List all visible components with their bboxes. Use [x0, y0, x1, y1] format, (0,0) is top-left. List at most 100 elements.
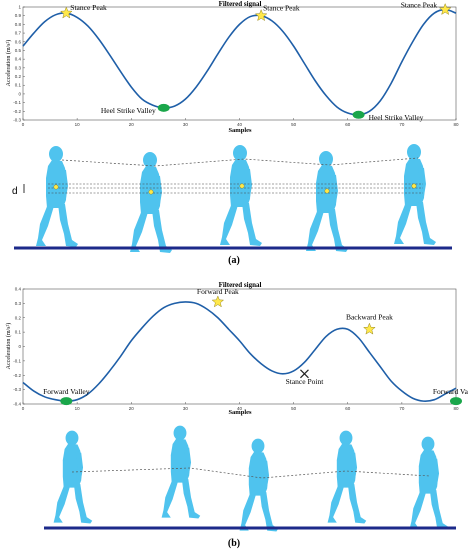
chart-b-ylabel: Acceleration (m/s²)	[5, 323, 12, 370]
y-tick-label: 0.5	[15, 48, 22, 53]
peak-star-marker	[438, 2, 452, 16]
x-tick-label: 60	[345, 406, 351, 411]
caption-b: (b)	[228, 538, 240, 549]
peak-star-marker	[211, 295, 225, 308]
hip-marker	[411, 183, 417, 189]
d-label: d	[12, 186, 18, 197]
y-tick-label: 0.9	[15, 13, 22, 18]
x-tick-label: 60	[345, 122, 351, 127]
chart-a-title: Filtered signal	[219, 0, 262, 8]
walker-figure	[327, 430, 367, 524]
y-tick-label: 0.1	[15, 83, 22, 88]
x-tick-label: 10	[75, 406, 81, 411]
hip-marker	[324, 188, 330, 194]
y-tick-label: -0.2	[13, 109, 21, 114]
annotation-label: Stance Peak	[70, 3, 107, 12]
annotation-label: Forward Peak	[197, 287, 239, 296]
walker-figure	[306, 151, 348, 252]
chart-a: Filtered signal Samples Acceleration (m/…	[5, 0, 459, 134]
chart-b-y-ticks: -0.4 -0.3 -0.2 -0.1 0 0.1 0.2 0.3 0.4	[13, 287, 25, 407]
chart-b-xlabel: Samples	[228, 409, 252, 416]
walker-figure	[394, 144, 436, 245]
peak-star-marker	[59, 6, 73, 19]
hip-marker	[148, 189, 154, 195]
y-tick-label: 0.4	[15, 287, 22, 292]
walking-sequence-a: d (a)	[12, 144, 452, 266]
valley-marker	[60, 397, 73, 406]
y-tick-label: 1	[18, 5, 21, 10]
x-tick-label: 70	[399, 406, 405, 411]
annotation-label: Stance Peak	[263, 4, 300, 13]
x-tick-label: 0	[22, 406, 25, 411]
y-tick-label: -0.4	[13, 402, 21, 407]
annotation-label: Forward Valley	[43, 387, 90, 396]
walking-sequence-b: (b)	[44, 425, 456, 549]
x-tick-label: 40	[237, 406, 243, 411]
annotation-label: Forward Valley	[433, 387, 468, 396]
walker-figures-a	[36, 144, 436, 253]
x-tick-label: 10	[75, 122, 81, 127]
x-tick-label: 0	[22, 122, 25, 127]
walker-figure	[36, 146, 78, 247]
y-tick-label: -0.1	[13, 358, 21, 363]
peak-star-marker	[254, 9, 268, 22]
valley-marker	[157, 103, 170, 112]
y-tick-label: 0.1	[15, 330, 22, 335]
x-tick-label: 20	[129, 406, 135, 411]
walker-figures-b	[53, 425, 449, 532]
walker-figure	[161, 425, 201, 519]
annotation-label: Backward Peak	[346, 312, 393, 321]
y-tick-label: -0.3	[13, 387, 21, 392]
walker-figure	[239, 438, 279, 532]
y-tick-label: -0.3	[13, 118, 21, 123]
y-tick-label: 0.2	[15, 74, 22, 79]
y-tick-label: 0.3	[15, 301, 22, 306]
x-tick-label: 30	[183, 122, 189, 127]
y-tick-label: 0.4	[15, 57, 22, 62]
hip-marker	[239, 183, 245, 189]
chart-b-series-line	[22, 301, 457, 402]
annotation-label: Heel Strike Valley	[101, 106, 156, 115]
annotation-label: Heel Strike Valley	[369, 113, 424, 122]
walker-figure	[53, 430, 93, 524]
caption-a: (a)	[228, 255, 240, 266]
valley-marker	[352, 110, 365, 119]
y-tick-label: 0.8	[15, 22, 22, 27]
valley-marker	[450, 397, 462, 406]
x-tick-label: 70	[399, 122, 405, 127]
chart-a-ylabel: Acceleration (m/s²)	[5, 40, 12, 87]
walker-figure	[409, 436, 449, 530]
y-tick-label: 0.7	[15, 31, 22, 36]
annotation-label: Stance Peak	[401, 1, 438, 10]
y-tick-label: 0.3	[15, 65, 22, 70]
chart-b-x-ticks: 0 10 20 30 40 50 60 70 80	[22, 402, 459, 411]
hip-markers-a	[53, 183, 417, 195]
y-tick-label: 0.6	[15, 39, 22, 44]
chart-b-title: Filtered signal	[219, 281, 262, 289]
chart-a-x-ticks: 0 10 20 30 40 50 60 70 80	[22, 118, 459, 127]
chart-a-y-ticks: -0.3 -0.2 -0.1 0 0.1 0.2 0.3 0.4 0.5 0.6 0.7 0.8 0.9…	[13, 5, 25, 123]
x-tick-label: 20	[129, 122, 135, 127]
chart-a-xlabel: Samples	[228, 127, 252, 134]
x-tick-label: 80	[453, 122, 459, 127]
y-tick-label: 0.2	[15, 315, 22, 320]
y-tick-label: -0.2	[13, 373, 21, 378]
x-tick-label: 80	[453, 406, 459, 411]
hip-marker	[53, 184, 59, 190]
chart-a-series-line	[22, 8, 457, 116]
y-tick-label: 0	[18, 344, 21, 349]
x-tick-label: 30	[183, 406, 189, 411]
x-tick-label: 50	[291, 122, 297, 127]
x-tick-label: 50	[291, 406, 297, 411]
walker-figure	[130, 152, 172, 253]
chart-b: Filtered signal Samples Acceleration (m/…	[5, 281, 468, 416]
stance-point-marker	[300, 369, 309, 379]
annotation-label: Stance Point	[286, 377, 325, 386]
y-tick-label: -0.1	[13, 100, 21, 105]
x-tick-label: 40	[237, 122, 243, 127]
y-tick-label: 0	[18, 91, 21, 96]
peak-star-marker	[363, 322, 376, 335]
chart-a-annotations: Stance Peak Stance Peak Stance Peak Heel St…	[59, 1, 452, 122]
chart-b-annotations: Forward Peak Backward Peak Forward Valley F…	[43, 287, 468, 406]
